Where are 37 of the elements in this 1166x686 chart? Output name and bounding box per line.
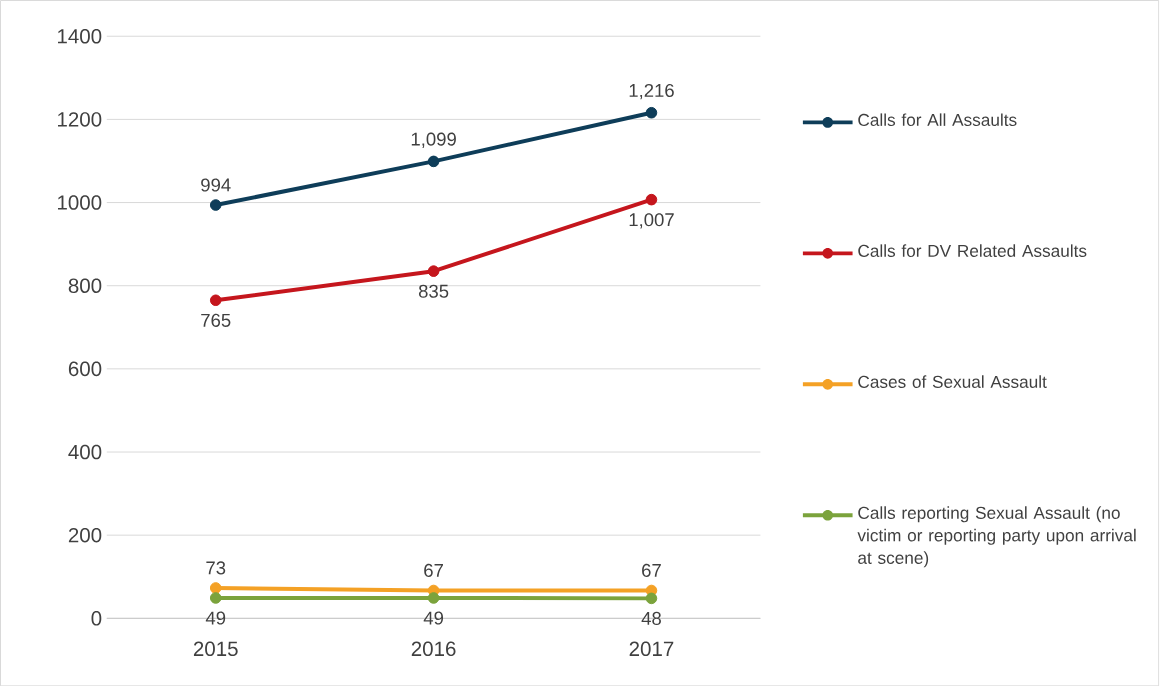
point: [209, 199, 222, 211]
data-label: 48: [641, 611, 661, 625]
point: [427, 591, 440, 604]
point: [209, 581, 222, 594]
legend-label: Cases of Sexual Assault: [858, 375, 1047, 388]
y-tick-label: 0: [91, 610, 102, 626]
point: [209, 294, 222, 306]
data-label: 1,099: [411, 132, 456, 148]
point: [209, 591, 222, 604]
point: [645, 106, 658, 119]
y-tick-label: 1400: [58, 28, 102, 44]
x-tick-label: 2016: [411, 641, 456, 656]
data-label: 49: [205, 611, 226, 625]
data-label: 67: [642, 563, 661, 577]
point: [427, 155, 440, 167]
data-label: 49: [423, 611, 444, 625]
y-tick-label: 1000: [58, 195, 102, 210]
data-label: 835: [418, 284, 449, 298]
data-label: 765: [201, 313, 231, 327]
legend-label: Calls for All Assaults: [858, 113, 1017, 126]
x-tick-label: 2017: [629, 641, 674, 656]
y-tick-label: 200: [68, 527, 102, 543]
legend-label: Calls for DV Related Assaults: [858, 244, 1087, 257]
legend-label: Calls reporting Sexual Assault (no victim or reporting party upon arrival at scene): [857, 506, 1136, 568]
y-tick-label: 400: [68, 444, 102, 460]
point: [645, 592, 658, 604]
y-tick-label: 600: [68, 361, 102, 376]
data-label: 1,007: [629, 212, 674, 229]
data-label: 73: [206, 561, 226, 575]
x-tick-label: 2015: [193, 641, 238, 656]
y-tick-label: 1200: [58, 111, 102, 127]
point: [645, 193, 658, 206]
data-label: 1,216: [629, 83, 674, 100]
point: [427, 265, 440, 277]
data-label: 994: [201, 178, 231, 192]
y-tick-label: 800: [68, 278, 102, 293]
data-label: 67: [424, 563, 443, 577]
